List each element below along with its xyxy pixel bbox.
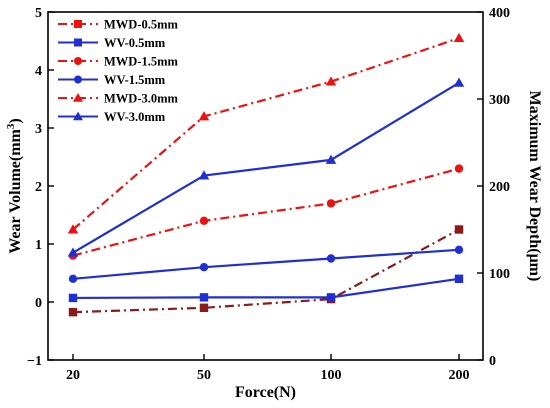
left-tick-label: 1 [35,238,42,253]
legend-label-wv-1-5mm: WV-1.5mm [104,73,166,87]
data-point-mwd-0-5mm [68,307,78,317]
data-point-mwd-0-5mm [454,225,464,234]
x-tick-label: 200 [449,368,470,383]
data-point-wv-0-5mm [199,293,209,302]
data-point-wv-1-5mm [326,254,336,263]
right-tick-label: 100 [489,267,510,282]
data-point-wv-3-0mm [67,247,79,257]
legend: MWD-0.5mm WV-0.5mm MWD-1.5mm WV-1.5mm MWD-3.… [58,18,179,124]
series-mwd-1-5mm [68,164,464,260]
series-mwd-3-0mm [67,32,465,234]
data-point-wv-1-5mm [68,274,78,283]
right-tick-label: 400 [489,6,510,21]
legend-marker-wv-3-0mm [73,111,83,121]
data-point-mwd-3-0mm [67,224,79,234]
legend-label-mwd-3-0mm: MWD-3.0mm [104,92,179,106]
data-point-wv-0-5mm [454,274,464,283]
data-point-wv-3-0mm [325,154,337,164]
data-point-wv-1-5mm [454,245,464,254]
data-point-mwd-3-0mm [453,32,465,43]
left-tick-label: 3 [35,122,42,137]
data-point-mwd-1-5mm [326,199,336,208]
series-line-wv-1-5mm [72,248,460,280]
data-point-mwd-1-5mm [199,216,209,225]
left-tick-label: 4 [35,64,42,79]
data-point-wv-1-5mm [199,263,209,272]
legend-marker-mwd-0-5mm [74,20,82,28]
legend-marker-wv-1-5mm [74,75,82,84]
data-point-mwd-0-5mm [199,303,209,312]
legend-label-mwd-0-5mm: MWD-0.5mm [104,18,179,32]
series-line-mwd-1-5mm [72,167,460,257]
series-line-wv-3-0mm [72,81,460,254]
x-axis-title: Force(N) [235,384,296,401]
legend-marker-mwd-1-5mm [74,57,82,65]
left-tick-label: 0 [35,296,42,311]
data-point-mwd-1-5mm [454,164,464,173]
data-point-wv-0-5mm [326,293,336,302]
series-line-wv-0-5mm [72,277,460,300]
right-axis-title: Maximum Wear Depth(μm) [526,91,543,282]
left-axis-ticks: −1 0 1 2 3 4 5 [27,6,54,369]
data-point-wv-3-0mm [198,170,210,180]
series-mwd-0-5mm [68,225,464,317]
left-axis-title: Wear Volume(mm3) [5,118,24,253]
series-wv-3-0mm [67,77,465,257]
left-axis-title-close: ) [7,118,24,123]
left-tick-label: −1 [27,354,42,369]
legend-marker-mwd-3-0mm [73,93,83,102]
plot-series [67,32,465,317]
series-wv-0-5mm [68,274,464,303]
x-axis-ticks: 20 50 100 200 [66,354,470,383]
left-tick-label: 2 [35,180,42,195]
left-tick-label: 5 [35,6,42,21]
right-tick-label: 0 [489,354,496,369]
legend-marker-wv-0-5mm [74,38,82,47]
x-tick-label: 100 [321,368,342,383]
series-wv-1-5mm [68,245,464,283]
data-point-mwd-3-0mm [325,76,337,86]
data-point-wv-3-0mm [453,77,465,87]
left-axis-title-main: Wear Volume(mm [7,128,24,253]
right-axis-ticks: 0 100 200 300 400 [477,6,510,369]
right-tick-label: 300 [489,93,510,108]
series-line-mwd-0-5mm [72,228,460,314]
data-point-wv-0-5mm [68,293,78,303]
legend-label-wv-0-5mm: WV-0.5mm [104,36,166,50]
right-tick-label: 200 [489,180,510,195]
legend-label-wv-3-0mm: WV-3.0mm [104,110,166,124]
data-point-mwd-3-0mm [198,111,210,121]
legend-label-mwd-1-5mm: MWD-1.5mm [104,55,179,69]
x-tick-label: 50 [197,368,211,383]
left-axis-title-sup: 3 [5,123,17,129]
x-tick-label: 20 [66,368,80,383]
